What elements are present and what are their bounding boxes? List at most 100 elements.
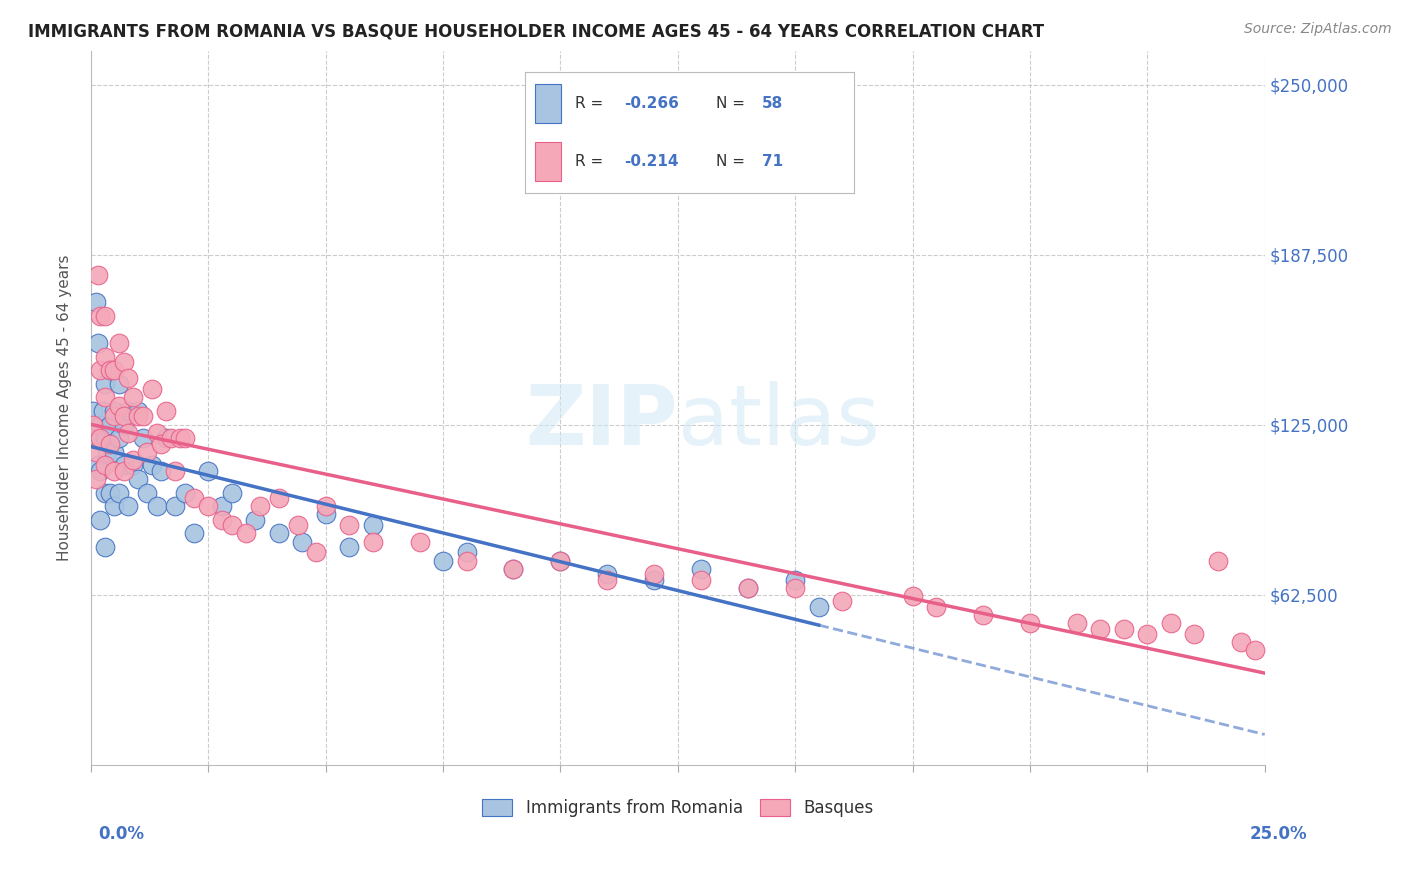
Point [1244, 643, 1267, 657]
Point [267, 491, 290, 505]
Point [173, 485, 195, 500]
Point [103, 363, 125, 377]
Point [112, 417, 135, 432]
Point [596, 567, 619, 582]
Point [145, 425, 167, 440]
Text: ZIP: ZIP [526, 382, 678, 462]
Point [127, 404, 149, 418]
Point [127, 472, 149, 486]
Y-axis label: Householder Income Ages 45 - 64 years: Householder Income Ages 45 - 64 years [58, 254, 72, 561]
Point [211, 499, 233, 513]
Point [337, 540, 360, 554]
Point [94, 376, 117, 391]
Point [737, 581, 759, 595]
Point [1019, 616, 1042, 631]
Point [1230, 635, 1253, 649]
Point [98, 485, 121, 500]
Point [117, 371, 139, 385]
Point [82, 404, 104, 418]
Point [1090, 622, 1112, 636]
Point [249, 499, 271, 513]
Point [550, 553, 572, 567]
Point [267, 526, 290, 541]
Point [89, 464, 111, 478]
Point [337, 518, 360, 533]
Point [131, 431, 153, 445]
Point [456, 545, 478, 559]
Point [173, 431, 195, 445]
Point [502, 562, 524, 576]
Point [89, 513, 111, 527]
Point [155, 431, 177, 445]
Point [690, 573, 713, 587]
Point [150, 464, 173, 478]
Text: atlas: atlas [678, 382, 880, 462]
Point [690, 562, 713, 576]
Point [112, 458, 135, 473]
Point [596, 573, 619, 587]
Point [169, 431, 191, 445]
Point [550, 553, 572, 567]
Point [122, 453, 145, 467]
Point [103, 444, 125, 458]
Text: 0.0%: 0.0% [98, 825, 145, 843]
Point [112, 464, 135, 478]
Point [91, 404, 114, 418]
Point [235, 526, 257, 541]
Point [1066, 616, 1088, 631]
Point [108, 431, 131, 445]
Point [1160, 616, 1182, 631]
Point [84, 431, 107, 445]
Point [94, 391, 117, 405]
Point [785, 581, 807, 595]
Point [96, 444, 118, 458]
Point [87, 336, 110, 351]
Point [136, 444, 159, 458]
Point [87, 458, 110, 473]
Text: IMMIGRANTS FROM ROMANIA VS BASQUE HOUSEHOLDER INCOME AGES 45 - 64 YEARS CORRELAT: IMMIGRANTS FROM ROMANIA VS BASQUE HOUSEH… [28, 22, 1045, 40]
Point [785, 573, 807, 587]
Point [159, 431, 181, 445]
Point [291, 534, 314, 549]
Point [925, 599, 948, 614]
Point [305, 545, 328, 559]
Point [643, 573, 665, 587]
Point [84, 295, 107, 310]
Text: Source: ZipAtlas.com: Source: ZipAtlas.com [1244, 22, 1392, 37]
Point [117, 499, 139, 513]
Point [136, 485, 159, 500]
Point [141, 382, 163, 396]
Point [108, 399, 131, 413]
Point [117, 425, 139, 440]
Point [150, 436, 173, 450]
Point [361, 534, 384, 549]
Point [94, 458, 117, 473]
Point [87, 268, 110, 282]
Point [122, 458, 145, 473]
Point [1136, 627, 1159, 641]
Point [98, 363, 121, 377]
Point [183, 491, 205, 505]
Point [221, 518, 243, 533]
Point [103, 409, 125, 424]
Point [98, 417, 121, 432]
Point [108, 336, 131, 351]
Point [89, 363, 111, 377]
Point [432, 553, 454, 567]
Point [94, 350, 117, 364]
Point [737, 581, 759, 595]
Point [972, 607, 994, 622]
Point [94, 485, 117, 500]
Point [165, 499, 187, 513]
Point [211, 513, 233, 527]
Point [165, 464, 187, 478]
Point [315, 508, 337, 522]
Point [94, 431, 117, 445]
Point [127, 409, 149, 424]
Point [112, 409, 135, 424]
Point [901, 589, 924, 603]
Point [315, 499, 337, 513]
Point [84, 472, 107, 486]
Point [456, 553, 478, 567]
Point [98, 363, 121, 377]
